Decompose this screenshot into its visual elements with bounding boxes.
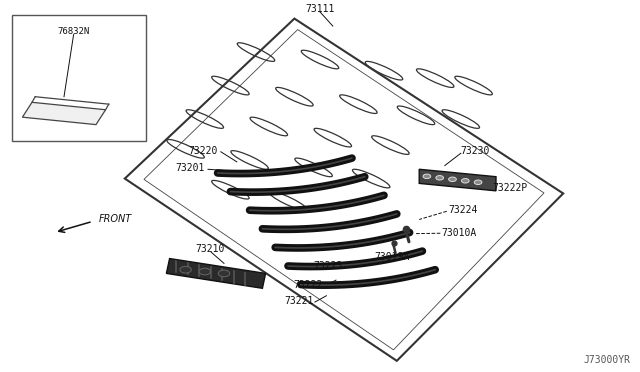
Circle shape (199, 268, 211, 275)
Text: 73010A: 73010A (442, 228, 477, 237)
Text: FRONT: FRONT (99, 214, 132, 224)
Polygon shape (22, 102, 106, 125)
Circle shape (436, 176, 444, 180)
Circle shape (449, 177, 456, 182)
Text: 73224: 73224 (448, 205, 477, 215)
Text: 73222: 73222 (294, 280, 323, 289)
Circle shape (461, 179, 469, 183)
Circle shape (474, 180, 482, 185)
Bar (12, 15, 146, 141)
Circle shape (423, 174, 431, 179)
Text: 73230: 73230 (461, 146, 490, 155)
Text: 73222P: 73222P (493, 183, 528, 193)
Text: 73223: 73223 (313, 261, 342, 271)
Text: 73220: 73220 (188, 146, 218, 155)
Polygon shape (166, 259, 266, 288)
Polygon shape (419, 169, 496, 191)
Text: 73210: 73210 (195, 244, 225, 254)
Text: J73000YR: J73000YR (584, 355, 630, 365)
Text: 73221: 73221 (284, 296, 314, 306)
Text: 73111: 73111 (305, 4, 335, 14)
Text: 73019A: 73019A (374, 253, 410, 262)
Circle shape (180, 266, 191, 273)
Circle shape (218, 270, 230, 277)
Text: 76832N: 76832N (58, 27, 90, 36)
Text: 73201: 73201 (175, 163, 205, 173)
